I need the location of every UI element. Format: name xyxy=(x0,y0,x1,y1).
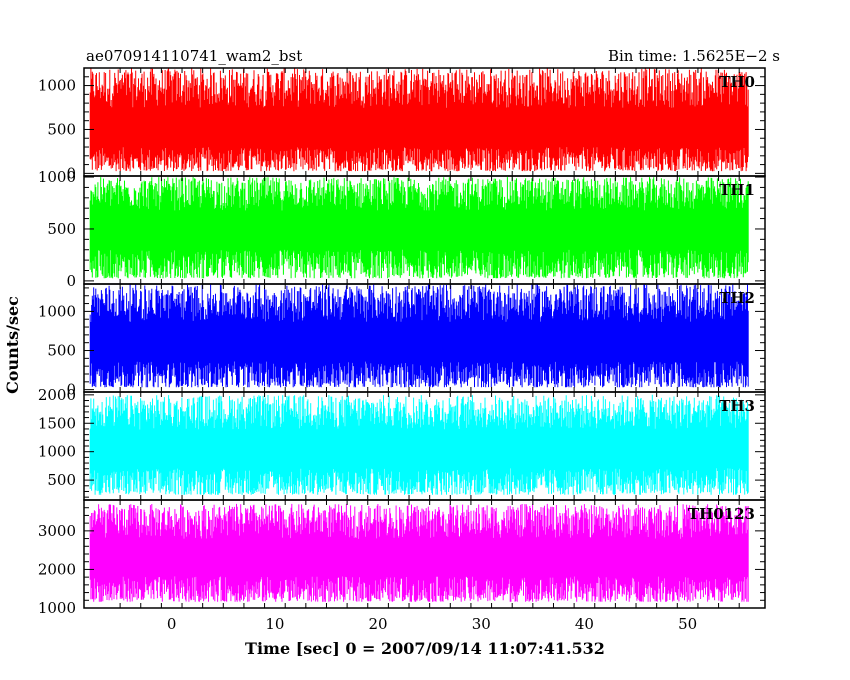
y-tick-label: 1000 xyxy=(38,168,76,186)
y-tick-label: 500 xyxy=(47,220,76,238)
x-tick-label: 20 xyxy=(369,615,388,633)
series-label: TH0 xyxy=(719,73,755,91)
y-tick-label: 1000 xyxy=(38,443,76,461)
panel-th1: 0 500 1000 TH1 xyxy=(38,168,766,290)
y-tick-label: 500 xyxy=(47,120,76,138)
x-axis-label: Time [sec] 0 = 2007/09/14 11:07:41.532 xyxy=(245,639,605,658)
panel-th3: 500 1000 1500 2000 TH3 xyxy=(38,386,766,501)
y-tick-label: 1000 xyxy=(38,302,76,320)
y-tick-label: 2000 xyxy=(38,386,76,404)
panel-th0: 0 500 1000 TH0 xyxy=(38,67,766,182)
series-line-th2 xyxy=(89,284,749,388)
bin-time-label: Bin time: 1.5625E−2 s xyxy=(608,47,780,65)
x-tick-label: 40 xyxy=(575,615,594,633)
x-tick-label: 10 xyxy=(265,615,284,633)
y-tick-label: 0 xyxy=(66,164,76,182)
series-label: TH3 xyxy=(719,397,755,415)
series-label: TH0123 xyxy=(688,505,755,523)
y-tick-label: 500 xyxy=(47,342,76,360)
panel-th0123: 1000 2000 3000 TH0123 xyxy=(38,499,766,617)
panel-th2: 0 500 1000 TH2 xyxy=(38,283,766,399)
series-line-th0 xyxy=(89,68,749,172)
y-tick-label: 2000 xyxy=(38,560,76,578)
y-tick-label: 1500 xyxy=(38,414,76,432)
y-tick-label: 0 xyxy=(66,272,76,290)
y-tick-label: 500 xyxy=(47,471,76,489)
x-tick-label: 30 xyxy=(472,615,491,633)
x-tick-label: 0 xyxy=(167,615,177,633)
y-tick-label: 1000 xyxy=(38,77,76,95)
series-label: TH2 xyxy=(719,289,755,307)
series-line-th1 xyxy=(89,177,749,279)
chart-title: ae070914110741_wam2_bst xyxy=(86,47,302,65)
y-axis-label: Counts/sec xyxy=(3,296,22,394)
x-tick-label: 50 xyxy=(678,615,697,633)
y-tick-label: 3000 xyxy=(38,522,76,540)
y-tick-label: 0 xyxy=(66,381,76,399)
series-line-th0123 xyxy=(89,503,749,602)
series-line-th3 xyxy=(89,394,749,495)
y-tick-label: 1000 xyxy=(38,599,76,617)
series-label: TH1 xyxy=(719,181,755,199)
